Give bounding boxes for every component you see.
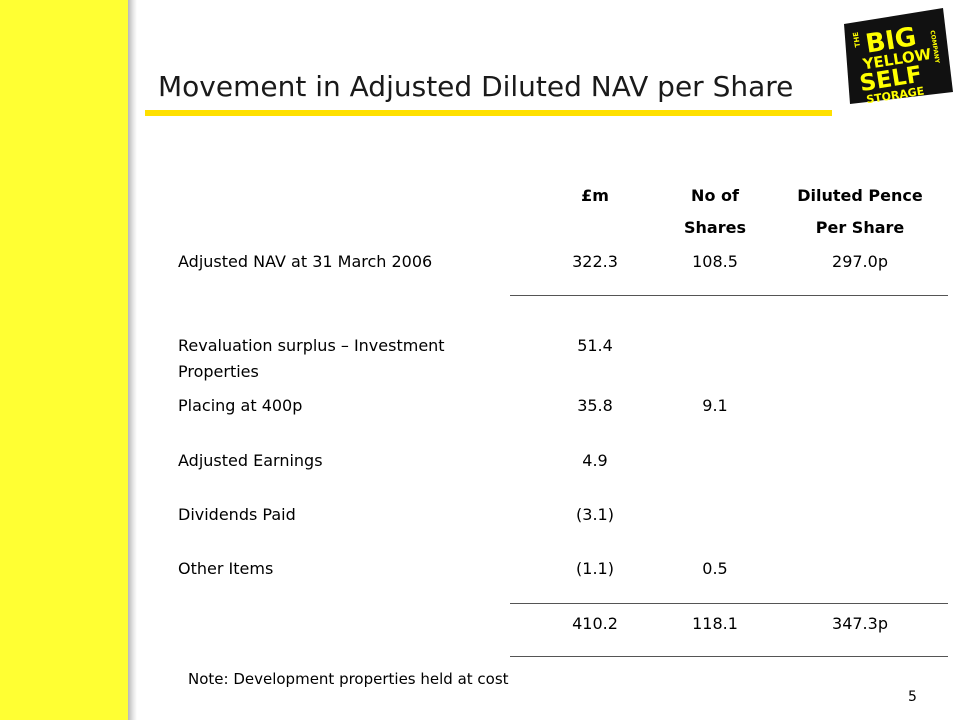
header-pence-line1: Diluted Pence [797, 186, 923, 205]
row-shares: 9.1 [702, 396, 728, 415]
row-gbp-m: (1.1) [576, 559, 614, 578]
page-number: 5 [908, 689, 917, 705]
left-accent-bar [0, 0, 128, 720]
opening-label: Adjusted NAV at 31 March 2006 [178, 252, 433, 271]
opening-gbp-m: 322.3 [572, 252, 618, 271]
table-rule-total-top [510, 603, 948, 604]
row-gbp-m: 4.9 [582, 451, 608, 470]
row-label: Other Items [178, 559, 274, 578]
logo-text-the: THE [852, 31, 862, 48]
total-pence: 347.3p [832, 614, 888, 633]
title-underline [145, 110, 832, 116]
header-shares-line2: Shares [684, 218, 746, 237]
row-label: Dividends Paid [178, 505, 296, 524]
total-gbp-m: 410.2 [572, 614, 618, 633]
row-shares: 0.5 [702, 559, 728, 578]
row-gbp-m: (3.1) [576, 505, 614, 524]
row-gbp-m: 35.8 [577, 396, 613, 415]
opening-shares: 108.5 [692, 252, 738, 271]
slide-title: Movement in Adjusted Diluted NAV per Sha… [158, 70, 794, 103]
left-bar-shadow [128, 0, 137, 720]
table-rule-bottom [510, 656, 948, 657]
opening-pence: 297.0p [832, 252, 888, 271]
row-label: Revaluation surplus – Investment [178, 336, 445, 355]
row-gbp-m: 51.4 [577, 336, 613, 355]
row-label-line2: Properties [178, 362, 259, 381]
row-label: Adjusted Earnings [178, 451, 323, 470]
footnote: Note: Development properties held at cos… [188, 670, 509, 688]
table-rule-top [510, 295, 948, 296]
header-gbp-m: £m [581, 186, 609, 205]
big-yellow-logo: THE BIG YELLOW SELF STORAGE COMPANY [844, 8, 953, 106]
header-shares-line1: No of [691, 186, 739, 205]
row-label: Placing at 400p [178, 396, 303, 415]
header-pence-line2: Per Share [815, 218, 905, 237]
total-shares: 118.1 [692, 614, 738, 633]
